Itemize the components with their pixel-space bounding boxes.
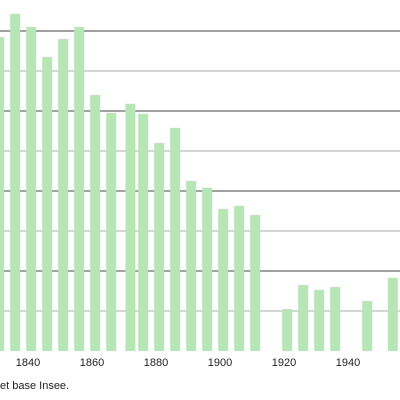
bar <box>330 287 341 351</box>
x-tick-label: 1860 <box>80 357 104 369</box>
bar <box>10 13 21 352</box>
bar <box>58 39 69 351</box>
x-tick-label: 1900 <box>208 357 232 369</box>
x-tick-label: 1840 <box>16 357 40 369</box>
bar <box>387 277 398 351</box>
bar <box>170 127 181 351</box>
source-note: et base Insee. <box>0 380 69 392</box>
bar <box>362 301 373 351</box>
bar <box>74 27 85 351</box>
bar <box>282 309 293 351</box>
bar <box>90 95 101 351</box>
bar <box>202 187 213 351</box>
x-tick-label: 1880 <box>144 357 168 369</box>
bar <box>138 113 149 351</box>
bar <box>234 205 245 351</box>
x-tick-label: 1940 <box>336 357 360 369</box>
bar <box>42 57 53 351</box>
bar <box>0 37 5 351</box>
bar <box>314 289 325 351</box>
bar <box>154 143 165 351</box>
bar <box>298 285 309 351</box>
bar <box>218 209 229 351</box>
bar <box>186 181 197 351</box>
bar <box>250 215 261 351</box>
bar <box>106 113 117 351</box>
bar <box>26 27 37 351</box>
x-tick-label: 1920 <box>272 357 296 369</box>
bar <box>125 103 136 351</box>
